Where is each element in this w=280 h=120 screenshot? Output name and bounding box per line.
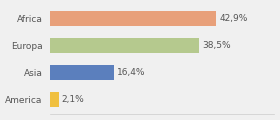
Bar (50, 92, 59, 107)
Bar (50, 38, 199, 53)
Text: 42,9%: 42,9% (219, 14, 248, 23)
Text: 38,5%: 38,5% (202, 41, 231, 50)
Text: 16,4%: 16,4% (117, 68, 145, 77)
Bar (50, 11, 216, 26)
Text: 2,1%: 2,1% (62, 95, 84, 104)
Bar (50, 65, 114, 80)
